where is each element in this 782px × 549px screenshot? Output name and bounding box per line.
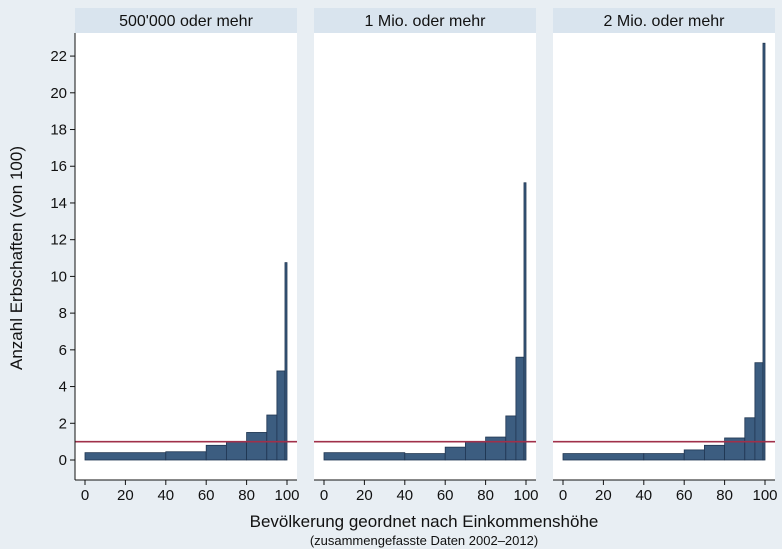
bar	[276, 370, 286, 461]
plot-area	[75, 33, 297, 480]
y-tick-label: 2	[59, 415, 67, 432]
x-tick-label: 80	[238, 487, 255, 504]
x-tick-label: 20	[117, 487, 134, 504]
x-tick-label: 80	[477, 487, 494, 504]
y-tick-label: 10	[50, 268, 67, 285]
y-tick-label: 20	[50, 85, 67, 102]
y-tick-label: 14	[50, 195, 67, 212]
bar	[205, 444, 227, 461]
bar	[246, 432, 268, 461]
x-tick-label: 40	[635, 487, 652, 504]
y-axis-label: Anzahl Erbschaften (von 100)	[7, 146, 26, 370]
facet-panel-1: 500'000 oder mehr 0 20 40 60 80 100	[75, 8, 300, 504]
y-tick-label: 22	[50, 48, 67, 65]
bar	[404, 453, 446, 461]
facet-title: 500'000 oder mehr	[119, 13, 253, 30]
bar	[754, 362, 764, 461]
plot-area	[314, 33, 536, 480]
bar	[464, 441, 486, 461]
x-tick-label: 40	[157, 487, 174, 504]
bar	[444, 446, 466, 461]
x-tick-label: 20	[595, 487, 612, 504]
facet-title: 1 Mio. oder mehr	[365, 13, 487, 30]
x-tick-label: 80	[716, 487, 733, 504]
bar	[165, 451, 207, 461]
facet-strip	[314, 8, 536, 33]
bar	[84, 452, 167, 461]
plot-area	[553, 33, 775, 480]
bar	[683, 449, 705, 461]
x-tick-label: 100	[513, 487, 538, 504]
facet-strip	[75, 8, 297, 33]
facet-panel-3: 2 Mio. oder mehr 0 20 40 60 80 100	[553, 8, 778, 504]
x-axis-label: Bevölkerung geordnet nach Einkommenshöhe	[250, 512, 599, 531]
bar	[323, 452, 406, 461]
y-tick-label: 6	[59, 342, 67, 359]
x-tick-label: 40	[396, 487, 413, 504]
bar	[762, 42, 766, 461]
x-tick-label: 60	[198, 487, 215, 504]
y-tick-label: 12	[50, 232, 67, 249]
bar	[505, 415, 517, 461]
facet-title: 2 Mio. oder mehr	[604, 13, 726, 30]
x-tick-label: 60	[676, 487, 693, 504]
x-tick-label: 20	[356, 487, 373, 504]
x-tick-label: 0	[320, 487, 328, 504]
y-tick-label: 8	[59, 305, 67, 322]
y-tick-label: 4	[59, 379, 67, 396]
x-tick-label: 0	[81, 487, 89, 504]
bar	[225, 441, 247, 461]
bar	[284, 262, 288, 461]
x-tick-label: 60	[437, 487, 454, 504]
y-tick-label: 16	[50, 158, 67, 175]
bar	[266, 414, 278, 461]
facet-strip	[553, 8, 775, 33]
chart-note: (zusammengefasste Daten 2002–2012)	[310, 533, 538, 548]
bar	[704, 444, 726, 461]
y-axis: 0 2 4 6 8 10 12 14 16 18 20 22	[50, 33, 76, 480]
x-tick-label: 0	[559, 487, 567, 504]
x-tick-label: 100	[752, 487, 777, 504]
bar	[744, 417, 756, 461]
bar	[515, 356, 525, 461]
bar	[523, 182, 527, 461]
y-tick-label: 0	[59, 452, 67, 469]
bar	[485, 436, 507, 461]
bar	[643, 453, 685, 461]
x-tick-label: 100	[274, 487, 299, 504]
y-tick-label: 18	[50, 122, 67, 139]
facet-panel-2: 1 Mio. oder mehr 0 20 40 60 80 100	[314, 8, 539, 504]
bar	[562, 453, 645, 461]
